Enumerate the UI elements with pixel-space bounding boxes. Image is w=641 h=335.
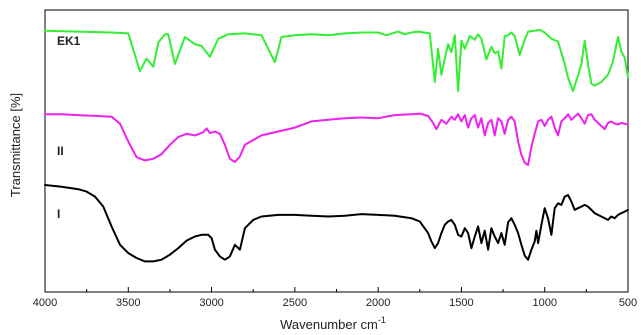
series-label-ii: II: [57, 144, 64, 158]
series-label-i: I: [57, 207, 60, 221]
x-axis-ticks: 4000 3500 3000 2500 2000 1500 1000 500: [33, 287, 637, 309]
series-line-ii: [44, 112, 629, 166]
x-tick-label: 1500: [449, 297, 473, 309]
x-tick-label: 3500: [116, 297, 140, 309]
x-tick-label: 2500: [283, 297, 307, 309]
y-axis-title: Transmittance [%]: [8, 93, 23, 197]
series-line-ek1: [44, 28, 629, 92]
x-tick-label: 500: [619, 297, 637, 309]
series-line-i: [44, 184, 629, 263]
x-axis-title-main: Wavenumber cm: [280, 317, 378, 332]
series-label-ek1: EK1: [57, 34, 81, 48]
x-axis-title: Wavenumber cm-1: [280, 315, 386, 332]
x-axis-title-superscript: -1: [378, 315, 386, 325]
series-layer: [44, 28, 629, 263]
x-tick-label: 4000: [33, 297, 57, 309]
x-tick-label: 2000: [366, 297, 390, 309]
x-tick-label: 3000: [199, 297, 223, 309]
x-tick-label: 1000: [532, 297, 556, 309]
